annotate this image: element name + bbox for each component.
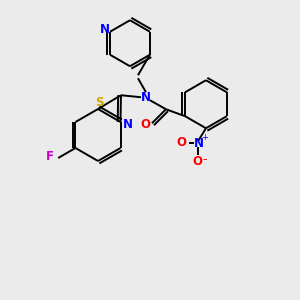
- Text: +: +: [202, 133, 208, 142]
- Text: O: O: [192, 155, 202, 168]
- Text: O: O: [140, 118, 150, 131]
- Text: N: N: [122, 118, 133, 131]
- Text: N: N: [141, 91, 151, 104]
- Text: S: S: [95, 97, 103, 110]
- Text: O: O: [176, 136, 186, 149]
- Text: N: N: [100, 23, 110, 36]
- Text: F: F: [46, 151, 54, 164]
- Text: N: N: [194, 137, 204, 150]
- Text: -: -: [203, 153, 207, 166]
